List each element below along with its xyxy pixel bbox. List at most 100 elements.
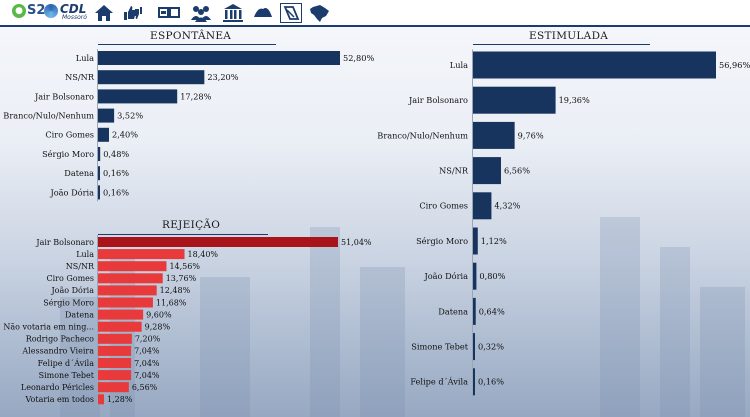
rejeicao-3-bar bbox=[98, 273, 163, 284]
top-navigation-bar: ● S2 CDL Mossoró bbox=[0, 0, 750, 27]
estimulada-1-value-label: 19,36% bbox=[559, 95, 590, 105]
espontanea-7-bar bbox=[98, 185, 100, 200]
cdl-logo[interactable]: CDL Mossoró bbox=[44, 1, 87, 23]
rejeicao-4-value-label: 12,48% bbox=[160, 286, 191, 295]
estimulada-3-value-label: 6,56% bbox=[504, 165, 530, 175]
estimulada-6-value-label: 0,80% bbox=[479, 271, 505, 281]
estimulada-0-category-label: Lula bbox=[450, 60, 468, 70]
estimulada-2-bar bbox=[473, 121, 515, 149]
estimulada-8-category-label: Simone Tebet bbox=[411, 341, 468, 351]
thumbs-up-down-icon[interactable] bbox=[122, 3, 144, 23]
estimulada-5-bar bbox=[473, 227, 478, 255]
espontanea-0-bar bbox=[98, 51, 340, 65]
rejeicao-0-bar bbox=[98, 237, 338, 247]
estimulada-9-bar bbox=[473, 368, 475, 396]
rejeicao-8-category-label: Rodrigo Pacheco bbox=[26, 335, 94, 344]
rejeicao-11-bar bbox=[98, 370, 132, 381]
estimulada-3-category-label: NS/NR bbox=[439, 165, 469, 175]
rejeicao-4-bar bbox=[98, 285, 157, 296]
estimulada-5-value-label: 1,12% bbox=[481, 236, 507, 246]
estimulada-title: ESTIMULADA bbox=[529, 30, 609, 42]
rejeicao-title: REJEIÇÃO bbox=[162, 219, 221, 231]
espontanea-title-rule bbox=[98, 44, 276, 45]
home-icon[interactable] bbox=[93, 3, 115, 23]
espontanea-3-category-label: Branco/Nulo/Nenhum bbox=[3, 110, 94, 120]
rejeicao-13-bar bbox=[98, 394, 105, 405]
espontanea-3-bar bbox=[98, 108, 115, 123]
rejeicao-12-value-label: 6,56% bbox=[132, 383, 158, 392]
cdl-logo-text: CDL bbox=[60, 2, 87, 16]
rejeicao-9-bar bbox=[98, 345, 132, 356]
espontanea-chart-group: Lula 52,80% NS/NR 23,20% Jair Bolsonaro 17,28… bbox=[3, 49, 374, 202]
s2-logo-mark: ● bbox=[12, 3, 26, 18]
rejeicao-3-value-label: 13,76% bbox=[166, 274, 197, 283]
espontanea-6-category-label: Datena bbox=[64, 168, 94, 178]
espontanea-4-category-label: Ciro Gomes bbox=[45, 130, 94, 140]
estimulada-1-category-label: Jair Bolsonaro bbox=[408, 95, 468, 105]
rejeicao-8-value-label: 7,20% bbox=[135, 335, 161, 344]
estimulada-2-value-label: 9,76% bbox=[518, 130, 544, 140]
rejeicao-10-value-label: 7,04% bbox=[134, 359, 160, 368]
rejeicao-5-bar bbox=[98, 297, 153, 308]
brazil-map-icon[interactable] bbox=[308, 3, 330, 23]
estimulada-7-value-label: 0,64% bbox=[479, 306, 505, 316]
document-icon[interactable] bbox=[280, 3, 302, 23]
estimulada-1-bar bbox=[473, 86, 556, 114]
espontanea-5-category-label: Sérgio Moro bbox=[42, 149, 94, 159]
espontanea-7-value-label: 0,16% bbox=[103, 187, 129, 197]
estimulada-0-value-label: 56,96% bbox=[719, 60, 750, 70]
estimulada-6-bar bbox=[473, 262, 477, 290]
espontanea-0-value-label: 52,80% bbox=[343, 53, 374, 63]
espontanea-2-category-label: Jair Bolsonaro bbox=[34, 91, 94, 101]
graduation-icon[interactable] bbox=[252, 3, 274, 23]
people-icon[interactable] bbox=[190, 3, 212, 23]
estimulada-5-category-label: Sérgio Moro bbox=[416, 236, 468, 246]
s2-logo[interactable]: ● S2 bbox=[12, 3, 45, 18]
rejeicao-10-bar bbox=[98, 358, 132, 368]
estimulada-9-category-label: Felipe d´Ávila bbox=[410, 377, 468, 387]
rejeicao-3-category-label: Ciro Gomes bbox=[47, 274, 95, 283]
estimulada-7-category-label: Datena bbox=[438, 306, 468, 316]
estimulada-3-bar bbox=[473, 157, 501, 185]
espontanea-5-value-label: 0,48% bbox=[103, 149, 129, 159]
rejeicao-2-category-label: NS/NR bbox=[66, 262, 95, 271]
espontanea-5-bar bbox=[98, 147, 101, 161]
espontanea-2-value-label: 17,28% bbox=[180, 91, 211, 101]
espontanea-1-bar bbox=[98, 70, 205, 85]
estimulada-4-category-label: Ciro Gomes bbox=[419, 201, 468, 211]
rejeicao-5-value-label: 11,68% bbox=[156, 298, 187, 307]
estimulada-8-value-label: 0,32% bbox=[478, 341, 504, 351]
espontanea-4-value-label: 2,40% bbox=[112, 130, 138, 140]
rejeicao-10-category-label: Felipe d´Ávila bbox=[38, 359, 95, 368]
rejeicao-7-value-label: 9,28% bbox=[145, 323, 171, 332]
espontanea-0-category-label: Lula bbox=[76, 53, 94, 63]
ballot-icon[interactable] bbox=[158, 3, 180, 23]
rejeicao-12-category-label: Leonardo Péricles bbox=[21, 383, 94, 392]
s2-logo-text: S2 bbox=[27, 3, 46, 18]
rejeicao-9-category-label: Alessandro Vieira bbox=[21, 347, 94, 356]
rejeicao-1-bar bbox=[98, 249, 185, 260]
estimulada-0-bar bbox=[473, 51, 716, 79]
rejeicao-6-bar bbox=[98, 309, 144, 320]
rejeicao-11-category-label: Simone Tebet bbox=[39, 371, 95, 380]
estimulada-6-category-label: João Dória bbox=[423, 271, 468, 281]
rejeicao-2-value-label: 14,56% bbox=[169, 262, 200, 271]
rejeicao-title-rule bbox=[98, 234, 268, 235]
rejeicao-8-bar bbox=[98, 333, 132, 344]
espontanea-4-bar bbox=[98, 127, 109, 142]
rejeicao-11-value-label: 7,04% bbox=[134, 371, 160, 380]
rejeicao-1-category-label: Lula bbox=[76, 250, 94, 259]
espontanea-7-category-label: João Dória bbox=[49, 187, 94, 197]
estimulada-chart-group: Lula 56,96% Jair Bolsonaro 19,36% Branco/Nul… bbox=[377, 49, 750, 398]
government-building-icon[interactable] bbox=[222, 3, 244, 23]
estimulada-title-rule bbox=[473, 44, 650, 45]
rejeicao-13-category-label: Votaria em todos bbox=[25, 395, 94, 404]
rejeicao-5-category-label: Sérgio Moro bbox=[43, 298, 94, 307]
cdl-logo-mark bbox=[44, 4, 58, 18]
rejeicao-4-category-label: João Dória bbox=[50, 286, 94, 295]
rejeicao-2-bar bbox=[98, 261, 167, 272]
rejeicao-7-bar bbox=[98, 321, 142, 332]
rejeicao-6-category-label: Datena bbox=[65, 310, 94, 319]
espontanea-1-value-label: 23,20% bbox=[207, 72, 238, 82]
estimulada-8-bar bbox=[473, 333, 475, 361]
